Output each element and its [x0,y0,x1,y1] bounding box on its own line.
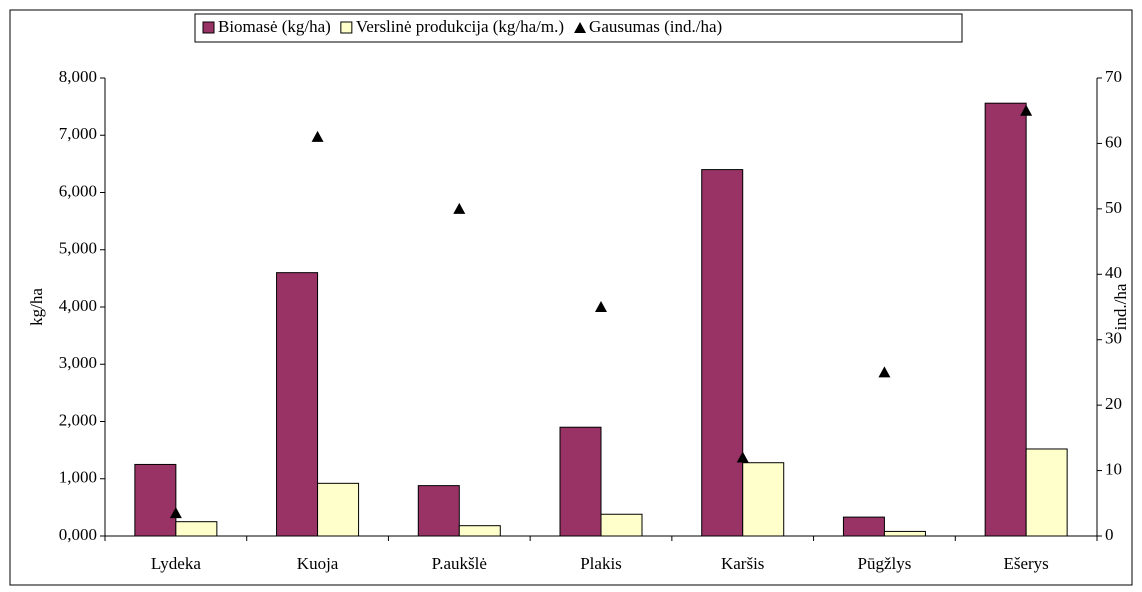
legend-label: Biomasė (kg/ha) [218,17,331,36]
marker [169,507,182,519]
y2-tick-label: 30 [1105,329,1122,348]
bar [134,463,177,537]
x-tick-label: Pūgžlys [858,554,912,573]
marker [736,451,749,463]
y-tick-label: 6,000 [59,181,97,200]
y2-tick-label: 10 [1105,459,1122,478]
bar [317,482,360,537]
bar [984,102,1027,537]
y2-tick-label: 20 [1105,394,1122,413]
legend-marker [574,22,587,33]
y-tick-label: 7,000 [59,124,97,143]
legend-label: Gausumas (ind./ha) [589,17,722,36]
x-tick-label: P.aukšlė [432,554,487,573]
y2-tick-label: 40 [1105,263,1122,282]
x-tick-label: Lydeka [151,554,201,573]
x-tick-label: Plakis [580,554,622,573]
bar [842,516,885,537]
marker [595,301,607,312]
bar [276,272,319,537]
bar [417,485,460,537]
y-tick-label: 8,000 [59,67,97,86]
y-tick-label: 0,000 [59,525,97,544]
bar [600,513,643,537]
y2-axis-label: ind./ha [1111,283,1130,330]
x-tick-label: Karšis [721,554,764,573]
y2-tick-label: 50 [1105,198,1122,217]
marker [1020,104,1033,116]
legend-swatch [202,21,215,34]
bar [701,169,744,537]
y2-tick-label: 0 [1105,525,1114,544]
x-tick-label: Ešerys [1003,554,1048,573]
bar [559,426,602,537]
marker [453,202,466,214]
x-tick-label: Kuoja [297,554,339,573]
marker [878,366,891,378]
bar [742,462,785,537]
y-tick-label: 1,000 [59,468,97,487]
y-axis-label: kg/ha [27,288,46,326]
bar [458,525,501,537]
bar [1025,448,1068,537]
y2-tick-label: 70 [1105,67,1122,86]
y-tick-label: 5,000 [59,239,97,258]
y-tick-label: 2,000 [59,410,97,429]
legend-label: Verslinė produkcija (kg/ha/m.) [356,17,564,36]
y-tick-label: 3,000 [59,353,97,372]
y-tick-label: 4,000 [59,296,97,315]
bar [883,530,926,537]
legend-swatch [340,21,353,34]
y2-tick-label: 60 [1105,132,1122,151]
bar [175,521,218,537]
marker [311,130,324,142]
